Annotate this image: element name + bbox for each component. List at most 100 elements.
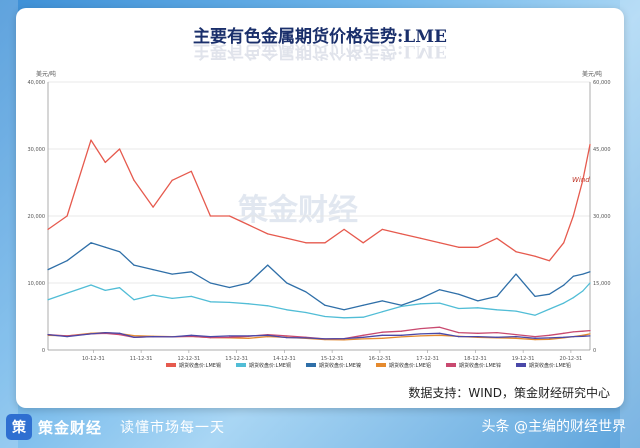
x-tick-label: 13-12-31 [225, 356, 248, 362]
series-point-0 [66, 215, 68, 217]
series-point-5 [458, 336, 460, 338]
series-point-0 [563, 242, 565, 244]
series-point-5 [228, 335, 231, 337]
legend-label-3: 期货收盘价:LME铝 [389, 362, 431, 369]
series-point-2 [209, 282, 211, 284]
series-point-5 [104, 331, 106, 334]
series-point-4 [563, 332, 565, 334]
series-point-4 [477, 332, 479, 334]
x-tick-label: 14-12-31 [273, 356, 296, 362]
series-point-2 [438, 289, 441, 291]
series-point-5 [438, 332, 441, 334]
series-point-2 [104, 246, 106, 248]
brand-logo-icon: 策 [6, 414, 32, 440]
series-point-0 [247, 224, 250, 226]
series-point-0 [324, 242, 326, 244]
series-point-5 [589, 335, 591, 337]
x-tick-label: 12-12-31 [178, 356, 201, 362]
legend-label-2: 期货收盘价:LME镍 [319, 362, 361, 369]
series-point-1 [343, 317, 345, 319]
series-point-4 [534, 336, 536, 338]
series-point-1 [286, 309, 288, 311]
series-point-0 [400, 233, 402, 235]
series-point-4 [458, 331, 460, 334]
series-point-1 [47, 299, 49, 301]
series-point-1 [381, 311, 383, 313]
bg-stripe-right [620, 0, 640, 448]
series-point-1 [152, 294, 154, 296]
series-point-1 [90, 284, 92, 286]
series-point-2 [267, 264, 269, 266]
series-point-5 [286, 337, 288, 339]
series-point-1 [190, 295, 192, 297]
series-point-0 [419, 237, 422, 239]
series-point-0 [477, 246, 479, 248]
series-line-1 [47, 282, 591, 319]
series-point-5 [563, 336, 565, 338]
series-point-4 [438, 326, 441, 328]
series-point-5 [362, 336, 364, 338]
series-point-0 [572, 215, 574, 217]
series-point-2 [582, 273, 584, 275]
footer-slogan: 读懂市场每一天 [120, 420, 226, 436]
series-point-2 [305, 291, 307, 293]
series-point-3 [419, 335, 422, 337]
series-point-2 [247, 282, 250, 284]
series-point-1 [66, 292, 68, 294]
series-point-2 [589, 271, 591, 273]
series-point-1 [589, 282, 591, 284]
series-point-5 [305, 337, 307, 339]
series-point-0 [305, 242, 307, 244]
series-point-3 [515, 337, 517, 339]
series-point-5 [343, 338, 345, 340]
series-point-0 [286, 237, 288, 239]
series-point-4 [209, 337, 211, 339]
series-point-2 [572, 275, 574, 277]
series-point-3 [267, 336, 269, 338]
series-point-0 [190, 170, 192, 172]
series-point-0 [548, 260, 551, 262]
series-point-3 [247, 337, 250, 339]
series-point-2 [515, 273, 517, 275]
series-point-2 [534, 295, 536, 297]
chart-card: 主要有色金属期货价格走势:LME 主要有色金属期货价格走势:LME 策金财经 W… [16, 8, 624, 408]
x-tick-label: 10-12-31 [82, 356, 105, 362]
series-point-2 [171, 273, 173, 275]
left-tick-label: 30,000 [28, 147, 46, 153]
series-point-5 [324, 338, 326, 340]
series-point-1 [515, 310, 517, 312]
watermark: 策金财经 [238, 193, 358, 228]
right-tick-label: 0 [593, 348, 596, 354]
x-tick-label: 15-12-31 [321, 356, 344, 362]
series-point-5 [496, 336, 498, 338]
series-point-0 [534, 255, 536, 257]
x-tick-label: 17-12-31 [416, 356, 439, 362]
series-point-5 [209, 336, 211, 338]
series-point-5 [66, 336, 68, 338]
series-point-0 [343, 228, 345, 230]
right-tick-label: 60,000 [593, 80, 611, 86]
series-point-5 [190, 334, 192, 336]
series-point-3 [548, 338, 551, 340]
series-point-1 [438, 302, 441, 304]
series-point-1 [324, 315, 326, 318]
bg-stripe-left [0, 0, 18, 448]
series-point-2 [458, 293, 460, 295]
series-point-2 [119, 251, 121, 253]
series-point-2 [343, 309, 345, 311]
series-point-3 [400, 336, 402, 338]
series-point-0 [152, 206, 154, 208]
series-line-3 [47, 331, 591, 341]
series-point-0 [589, 143, 591, 146]
left-tick-label: 0 [42, 348, 45, 354]
source-note: 数据支持：WIND，策金财经研究中心 [408, 386, 610, 400]
series-point-5 [515, 336, 517, 338]
series-point-0 [90, 139, 92, 141]
legend-swatch-3 [376, 363, 386, 367]
left-tick-label: 10,000 [28, 281, 46, 287]
series-point-4 [228, 336, 231, 338]
series-point-5 [477, 336, 479, 338]
series-point-0 [104, 161, 106, 163]
series-point-4 [419, 327, 422, 330]
series-point-5 [47, 333, 49, 336]
